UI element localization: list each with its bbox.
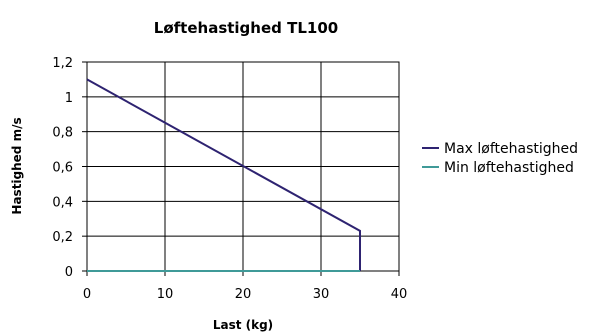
y-tick-label: 1 (65, 91, 73, 106)
x-axis-title: Last (kg) (213, 318, 273, 332)
legend: Max løftehastighed Min løftehastighed (422, 141, 578, 176)
x-axis-ticks: 0 10 20 30 40 (83, 271, 407, 302)
x-tick-label: 10 (157, 287, 174, 302)
x-tick-label: 40 (391, 287, 408, 302)
x-tick-label: 30 (313, 287, 330, 302)
y-tick-label: 0,8 (52, 126, 73, 141)
legend-label-min: Min løftehastighed (444, 160, 574, 176)
y-tick-label: 0,4 (52, 195, 73, 210)
series-line-max (86, 78, 361, 271)
y-tick-label: 0 (65, 265, 73, 280)
y-tick-label: 1,2 (52, 56, 73, 71)
gridlines (87, 62, 399, 271)
legend-label-max: Max løftehastighed (444, 141, 578, 157)
y-axis-ticks: 0 0,2 0,4 0,6 0,8 1 1,2 (52, 56, 87, 280)
x-tick-label: 20 (235, 287, 252, 302)
chart-title: Løftehastighed TL100 (154, 19, 338, 37)
series-lines (86, 78, 361, 272)
y-axis-title: Hastighed m/s (10, 117, 24, 214)
x-tick-label: 0 (83, 287, 91, 302)
y-tick-label: 0,2 (52, 230, 73, 245)
y-tick-label: 0,6 (52, 161, 73, 176)
